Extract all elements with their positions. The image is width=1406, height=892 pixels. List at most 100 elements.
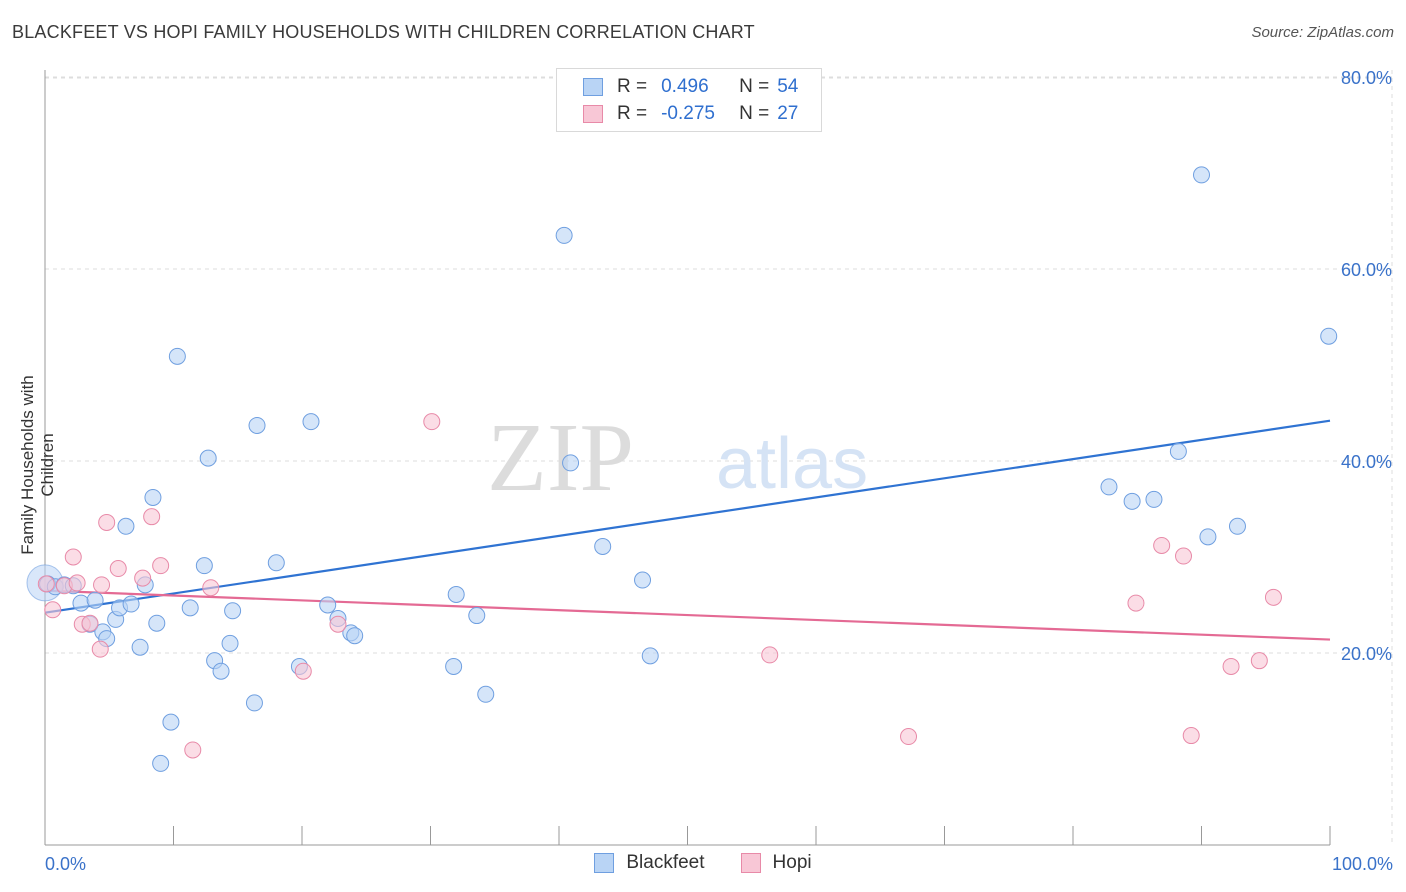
blackfeet-point (1199, 528, 1217, 546)
hopi-point (202, 579, 220, 597)
blackfeet-point (1228, 517, 1246, 535)
blackfeet-point (245, 694, 263, 712)
hopi-point (1182, 727, 1200, 745)
blackfeet-point (1193, 166, 1210, 184)
blackfeet-point (162, 713, 180, 731)
blackfeet-point (117, 517, 135, 535)
y-axis-title: Family Households with Children (18, 375, 57, 555)
n-label: N = (739, 103, 770, 124)
watermark: ZIP atlas (487, 404, 868, 512)
blackfeet-point (152, 754, 170, 772)
hopi-point (1222, 657, 1240, 675)
blackfeet-point (224, 602, 242, 620)
hopi-point (143, 508, 161, 526)
chart-title: BLACKFEET VS HOPI FAMILY HOUSEHOLDS WITH… (12, 22, 755, 42)
blackfeet-point (221, 634, 239, 652)
stats-legend: R = 0.496 N = 54 R = -0.275 N = 27 (556, 68, 822, 132)
hopi-point (93, 576, 111, 594)
n-label: N = (739, 76, 770, 97)
hopi-point (1127, 594, 1145, 612)
blackfeet-point (346, 627, 364, 645)
hopi-point (1175, 547, 1193, 565)
blackfeet-point (72, 594, 90, 612)
watermark-zip: ZIP (487, 404, 634, 512)
hopi-point (134, 569, 152, 587)
hopi-point (184, 741, 202, 759)
hopi-trend-line (44, 589, 1331, 641)
blackfeet-point (144, 488, 162, 506)
blackfeet-point (445, 657, 463, 675)
r-label: R = (617, 76, 648, 97)
r-value: 0.496 (661, 76, 709, 97)
stats-row-blackfeet: R = 0.496 N = 54 (583, 75, 798, 99)
hopi-point (81, 614, 99, 632)
hopi-point (900, 728, 918, 746)
hopi-swatch (583, 105, 603, 123)
y-tick-label: 60.0% (1341, 260, 1392, 280)
trend-lines (44, 419, 1331, 641)
blackfeet-point (168, 347, 186, 365)
legend-label: Blackfeet (626, 852, 705, 873)
source-credit: Source: ZipAtlas.com (1251, 24, 1394, 41)
hopi-point (64, 548, 82, 566)
blackfeet-point (248, 416, 266, 434)
hopi-point (1250, 652, 1268, 670)
stats-row-hopi: R = -0.275 N = 27 (583, 102, 798, 126)
blackfeet-point (447, 585, 465, 603)
axes (44, 70, 1331, 846)
legend-label: Hopi (772, 852, 812, 873)
hopi-point (91, 640, 109, 658)
blackfeet-legend-swatch (594, 853, 615, 873)
blackfeet-point (555, 226, 573, 244)
hopi-point (329, 615, 347, 633)
x-tick-label: 0.0% (45, 854, 86, 874)
hopi-point (152, 557, 170, 575)
blackfeet-point (477, 685, 495, 703)
n-value: 54 (777, 76, 799, 97)
blackfeet-point (148, 614, 166, 632)
hopi-point (294, 662, 312, 680)
watermark-atlas: atlas (716, 424, 868, 504)
blackfeet-point (1100, 478, 1118, 496)
r-label: R = (617, 103, 648, 124)
blackfeet-point (319, 596, 337, 614)
blackfeet-point (181, 599, 199, 617)
y-tick-label: 40.0% (1341, 452, 1392, 472)
gridlines (45, 70, 1393, 845)
tick-labels: 20.0% 40.0% 60.0% 80.0% 0.0% 100.0% (45, 68, 1393, 874)
blackfeet-point (267, 554, 285, 572)
blackfeet-point (1169, 442, 1187, 460)
legend-item-hopi: Hopi (740, 852, 812, 874)
blackfeet-point (1320, 327, 1338, 345)
hopi-point (44, 601, 62, 619)
hopi-point (1153, 536, 1171, 554)
y-tick-label: 80.0% (1341, 68, 1392, 88)
blackfeet-point (634, 571, 652, 589)
y-tick-label: 20.0% (1341, 644, 1392, 664)
blackfeet-point (302, 413, 320, 431)
hopi-point (109, 560, 127, 578)
hopi-point (98, 513, 116, 531)
blackfeet-trend-line (44, 419, 1331, 614)
n-value: 27 (777, 103, 799, 124)
blackfeet-point (122, 595, 140, 613)
hopi-point (423, 413, 441, 431)
x-tick-label: 100.0% (1332, 854, 1393, 874)
blackfeet-point (641, 647, 659, 665)
blackfeet-point (1145, 490, 1163, 508)
blackfeet-point (1123, 492, 1141, 510)
blackfeet-point (195, 557, 213, 575)
legend-item-blackfeet: Blackfeet (594, 852, 705, 874)
data-points (26, 166, 1338, 772)
hopi-point (37, 575, 55, 593)
blackfeet-swatch (583, 78, 603, 96)
blackfeet-point (594, 537, 612, 555)
blackfeet-point (562, 454, 580, 472)
hopi-point (761, 646, 779, 664)
blackfeet-point (86, 591, 104, 609)
blackfeet-point (131, 638, 149, 656)
hopi-point (1264, 588, 1282, 606)
series-legend: Blackfeet Hopi (0, 852, 1406, 874)
blackfeet-point (199, 449, 217, 467)
